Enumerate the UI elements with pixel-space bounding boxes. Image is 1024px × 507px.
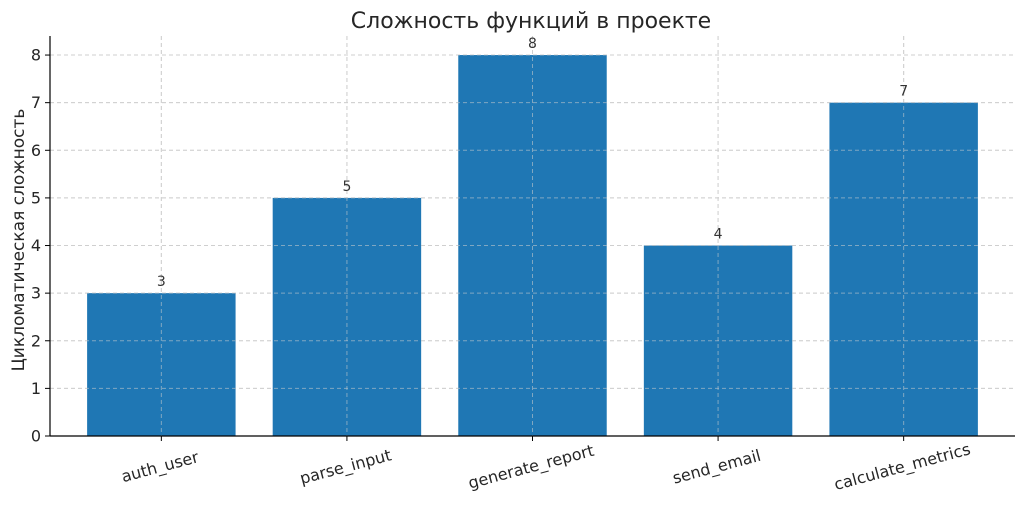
y-tick-label: 7 <box>31 93 41 112</box>
data-label: 4 <box>714 227 723 243</box>
x-tick-label: send_email <box>670 446 763 489</box>
data-label: 8 <box>528 36 537 52</box>
y-tick-label: 3 <box>31 284 41 303</box>
data-label: 5 <box>342 179 351 195</box>
y-tick-label: 6 <box>31 141 41 160</box>
y-tick-label: 1 <box>31 379 41 398</box>
data-label: 3 <box>157 274 166 290</box>
data-label: 7 <box>899 84 908 100</box>
x-tick-label: calculate_metrics <box>832 439 973 495</box>
y-tick-label: 4 <box>31 236 41 255</box>
axes <box>49 36 1015 437</box>
x-tick-label: auth_user <box>119 447 201 487</box>
y-tick-label: 8 <box>31 46 41 65</box>
y-tick-label: 5 <box>31 188 41 207</box>
y-tick-label: 2 <box>31 331 41 350</box>
data-labels: 3 5 8 4 7 <box>50 36 1015 437</box>
chart-title: Сложность функций в проекте <box>351 9 711 34</box>
y-tick-label: 0 <box>31 427 41 446</box>
x-tick-label: parse_input <box>298 445 394 489</box>
y-axis-label: Цикломатическая сложность <box>9 109 29 372</box>
x-tick-label: generate_report <box>466 441 596 494</box>
